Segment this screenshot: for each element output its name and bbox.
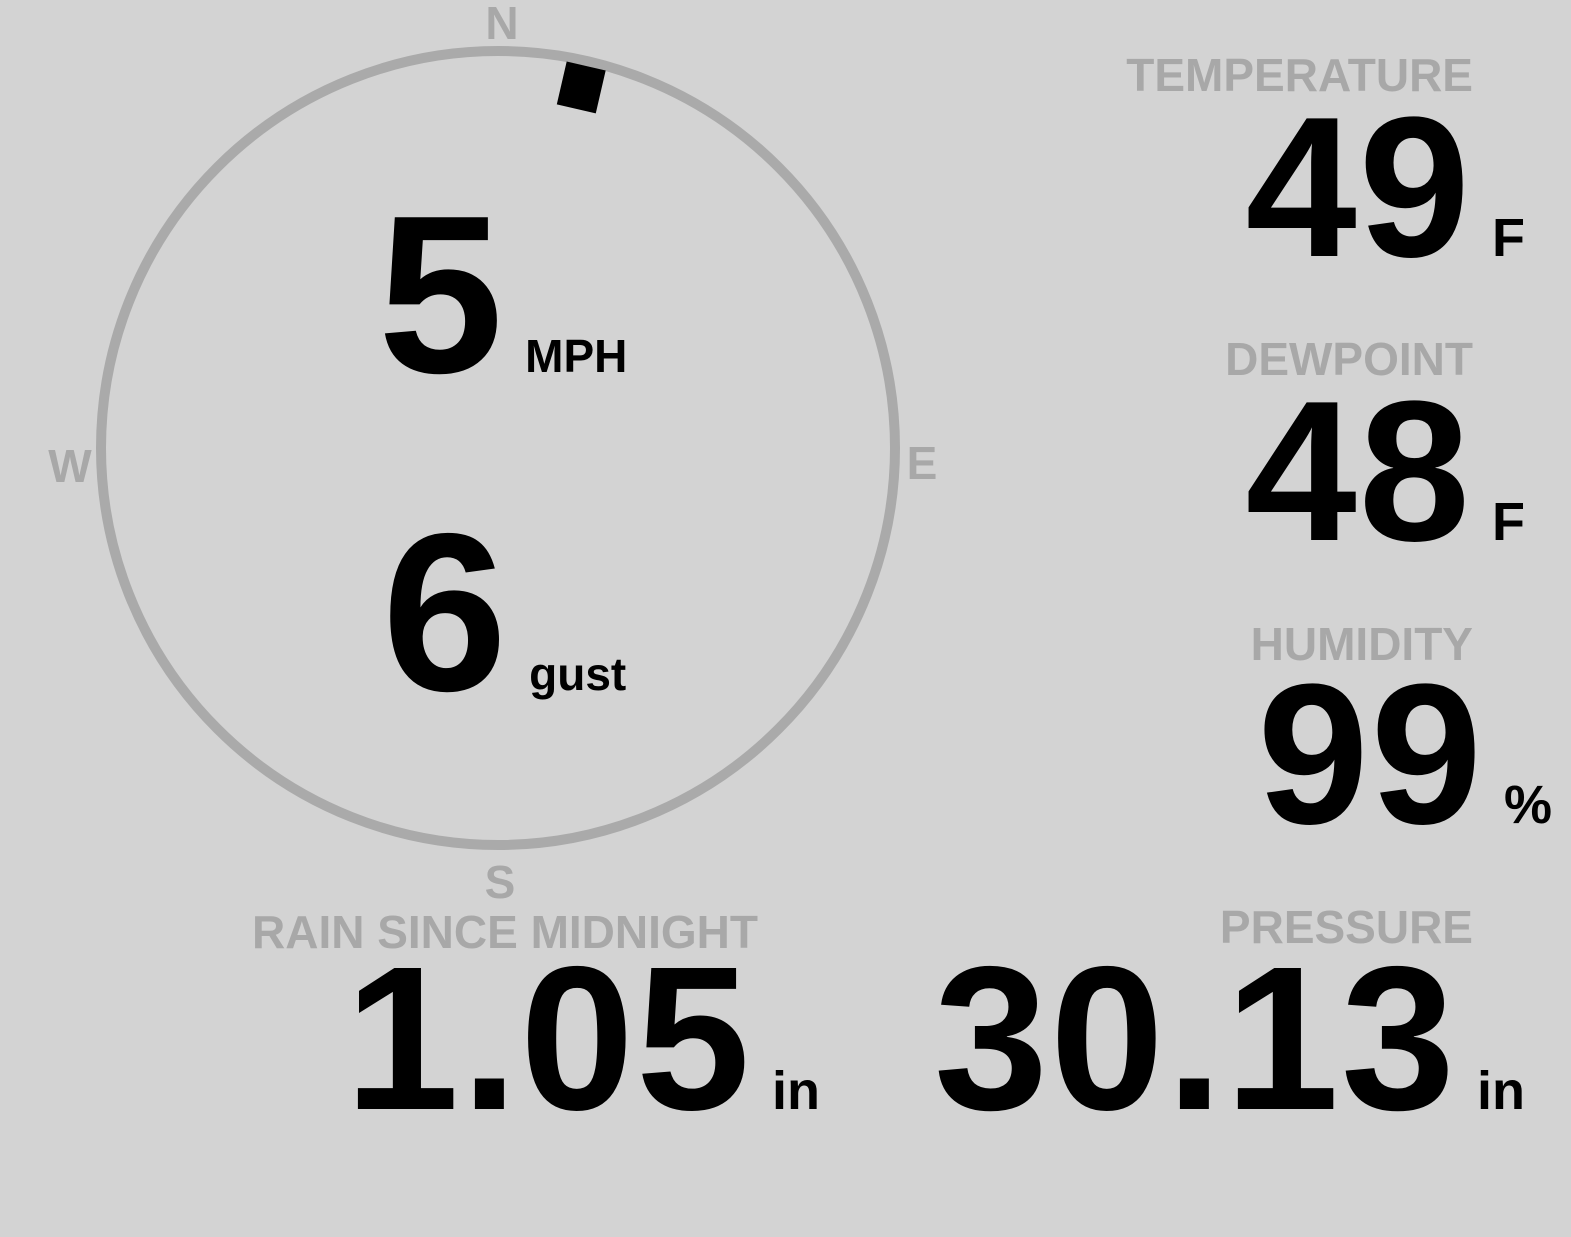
pressure-value: 30.13 [933,924,1457,1153]
wind-gust-unit: gust [529,648,627,700]
rain-reading: 1.05 in [345,936,820,1141]
pressure-reading: 30.13 in [934,936,1525,1141]
pressure-label: PRESSURE [1219,901,1473,953]
humidity-reading: 99 % [1258,655,1552,855]
rain-unit: in [772,1061,820,1121]
compass-west-label: W [48,440,92,492]
compass-north-label: N [485,0,519,49]
wind-gust: 6 gust [382,500,626,725]
humidity-unit: % [1503,775,1552,835]
wind-gust-value: 6 [382,486,508,738]
humidity-value: 99 [1257,643,1484,866]
dewpoint-value: 48 [1245,360,1472,583]
rain-value: 1.05 [345,924,752,1153]
wind-speed-unit: MPH [525,330,628,382]
humidity-label: HUMIDITY [1250,618,1473,670]
temperature-value: 49 [1245,76,1472,299]
wind-speed-value: 5 [378,168,504,420]
temperature-reading: 49 F [1246,88,1525,288]
dewpoint-unit: F [1492,492,1525,552]
dewpoint-reading: 48 F [1246,372,1525,572]
compass-south-label: S [484,856,516,908]
temperature-unit: F [1492,208,1525,268]
rain-label: RAIN SINCE MIDNIGHT [252,906,758,958]
wind-direction-marker [556,61,606,114]
dewpoint-label: DEWPOINT [1225,333,1473,385]
temperature-label: TEMPERATURE [1126,49,1473,101]
wind-speed: 5 MPH [378,182,627,407]
pressure-unit: in [1477,1061,1525,1121]
compass-east-label: E [906,437,938,489]
compass-ring [96,46,900,850]
